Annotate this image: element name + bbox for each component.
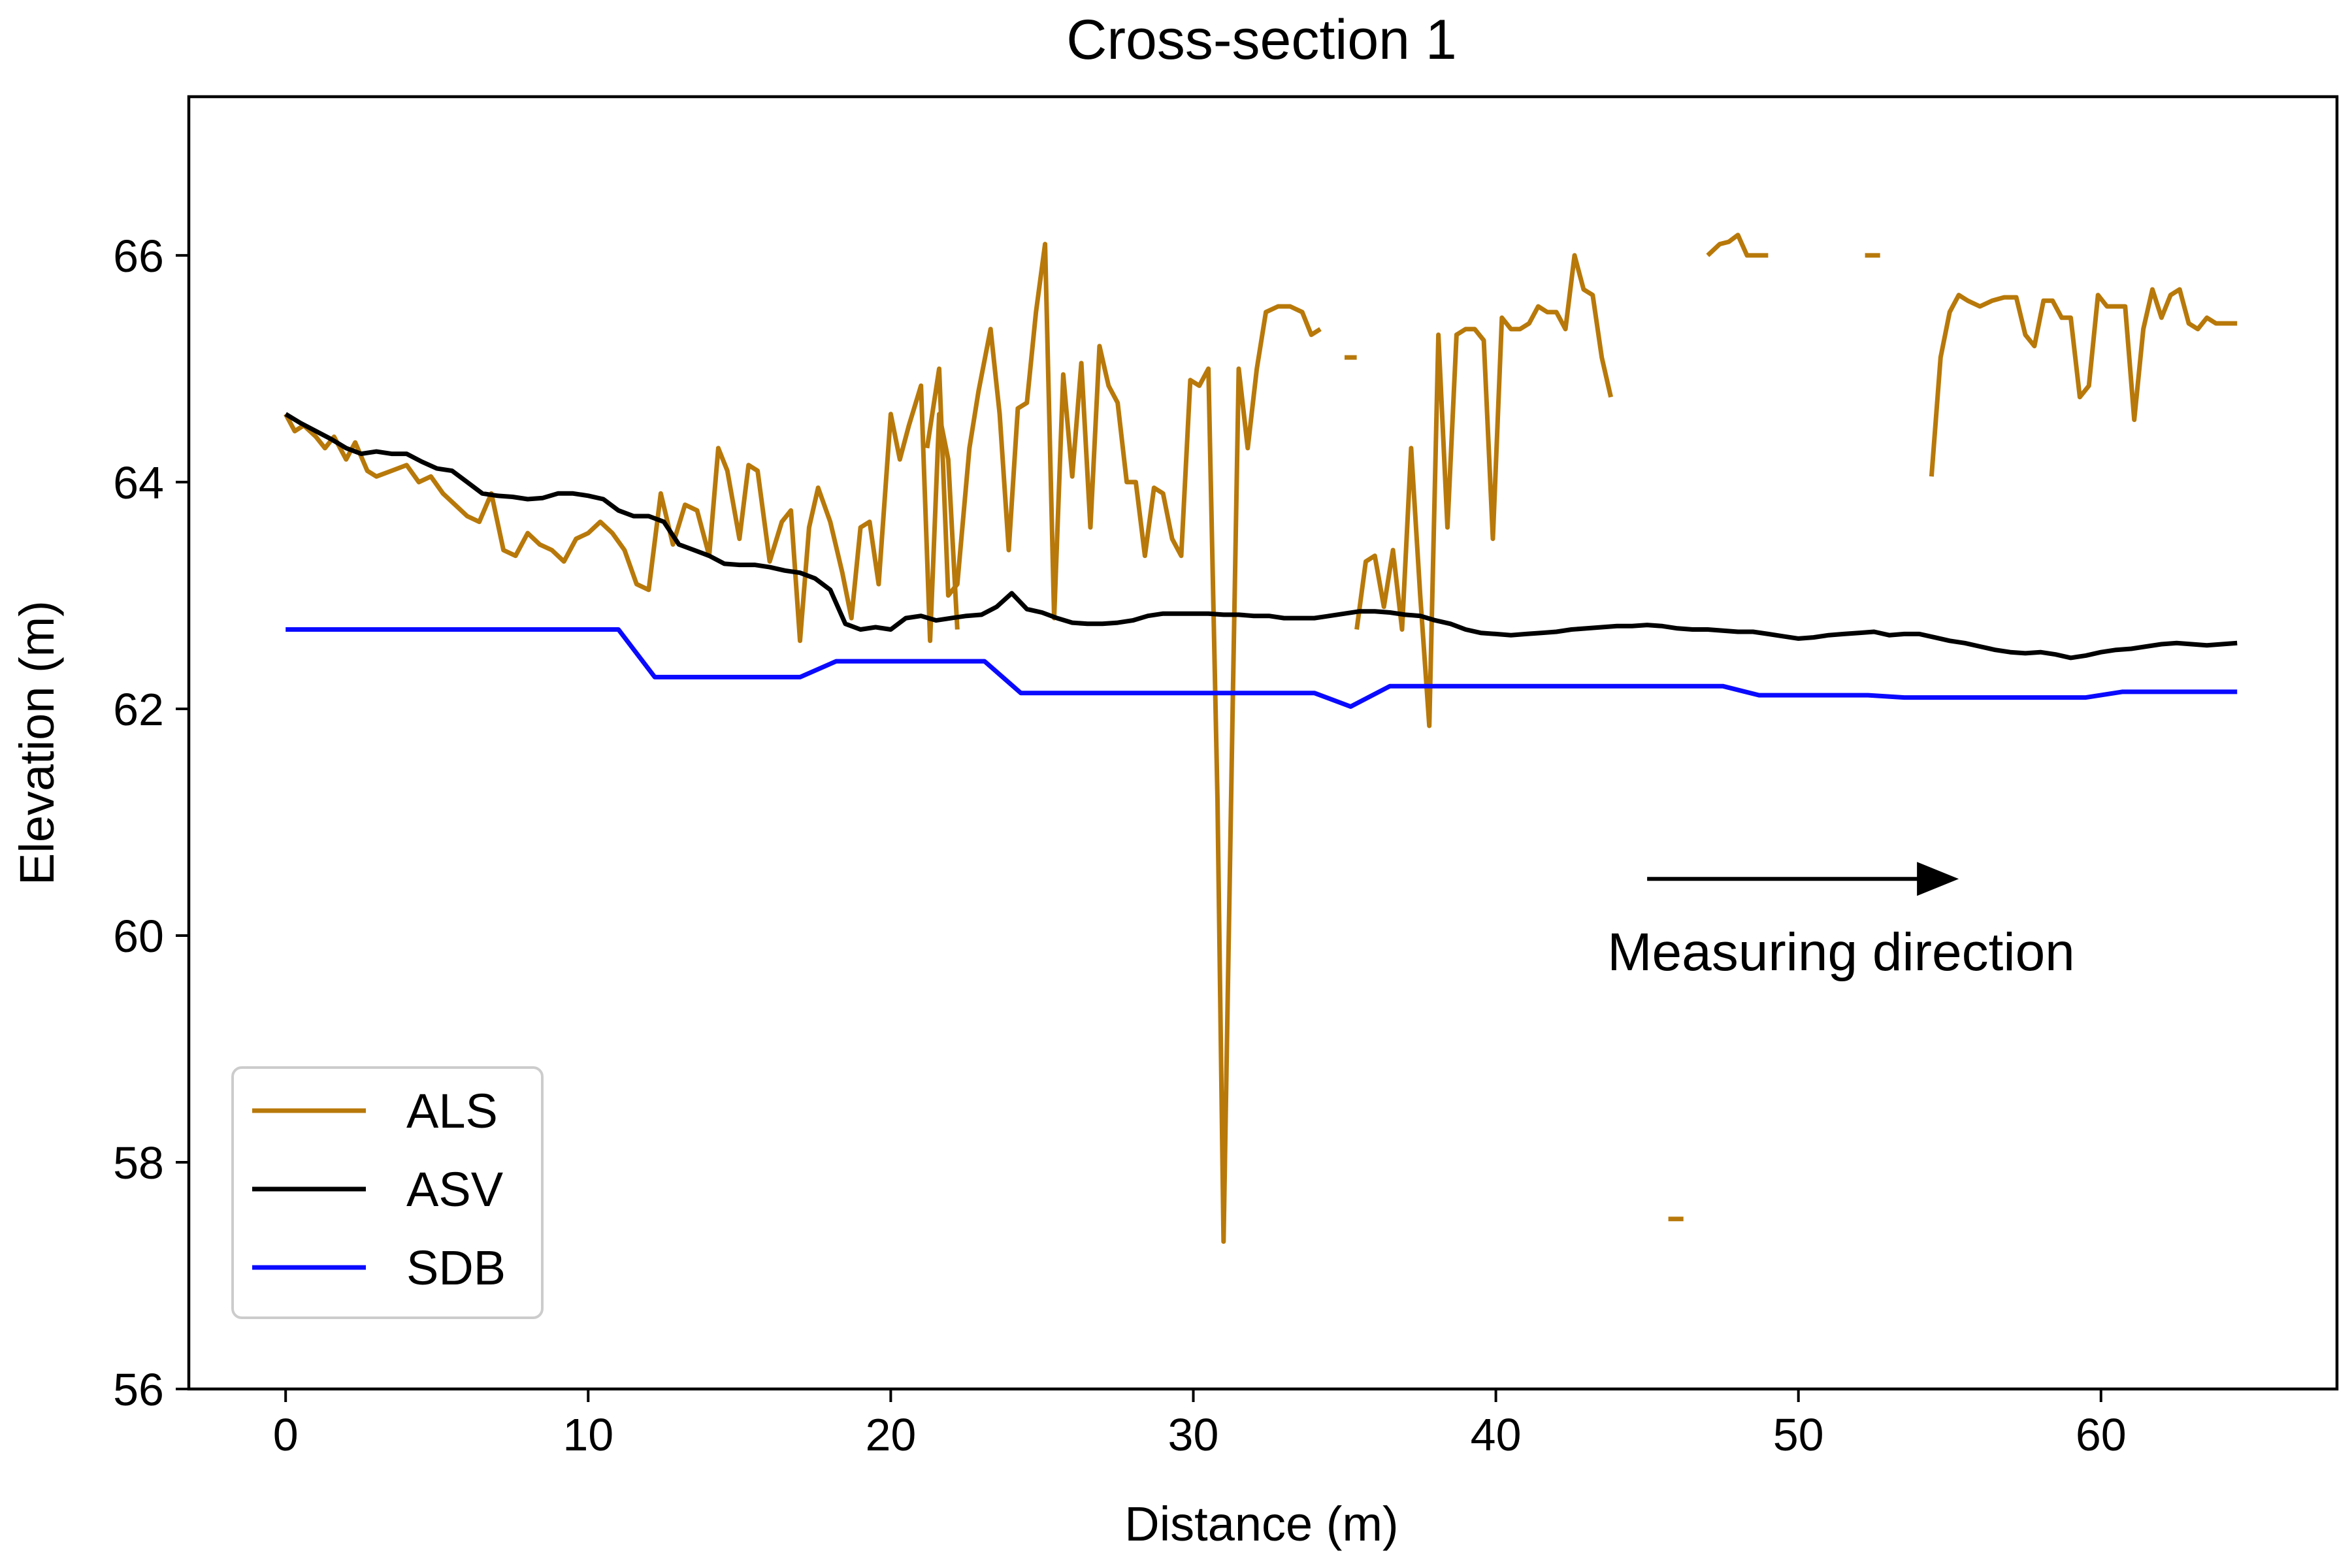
y-tick-label: 66 bbox=[113, 231, 164, 282]
x-axis: 0 10 20 30 40 50 60 bbox=[273, 1389, 2127, 1460]
series-asv-line-0 bbox=[284, 412, 2238, 661]
x-tick-label: 60 bbox=[2076, 1409, 2127, 1460]
series-sdb-line-0 bbox=[286, 627, 2238, 709]
x-tick-label: 20 bbox=[865, 1409, 916, 1460]
legend-items: ALS ASV SDB bbox=[252, 1084, 506, 1295]
series-asv bbox=[284, 412, 2238, 661]
x-tick-label: 0 bbox=[273, 1409, 299, 1460]
series-als bbox=[284, 233, 2238, 1244]
y-tick-label: 62 bbox=[113, 684, 164, 735]
series-als-line-0 bbox=[284, 383, 960, 644]
y-tick-label: 58 bbox=[113, 1137, 164, 1188]
y-tick-label: 56 bbox=[113, 1364, 164, 1415]
legend-label-als: ALS bbox=[406, 1084, 498, 1138]
x-tick-label: 40 bbox=[1471, 1409, 1522, 1460]
measuring-direction-annotation: Measuring direction bbox=[1607, 862, 2075, 982]
series-layer bbox=[284, 233, 2238, 1244]
legend-label-asv: ASV bbox=[406, 1162, 504, 1217]
y-tick-label: 64 bbox=[113, 457, 164, 508]
series-als-line-4 bbox=[1706, 233, 1769, 258]
y-axis-label: Elevation (m) bbox=[10, 600, 64, 885]
legend: ALS ASV SDB bbox=[231, 1066, 544, 1319]
legend-label-sdb: SDB bbox=[406, 1241, 506, 1295]
series-als-line-3 bbox=[1354, 253, 1614, 728]
series-als-line-6 bbox=[1929, 287, 2238, 477]
direction-label: Measuring direction bbox=[1607, 923, 2075, 982]
series-als-line-1 bbox=[924, 242, 1322, 1244]
legend-box bbox=[231, 1066, 544, 1319]
chart-title: Cross-section 1 bbox=[1066, 8, 1456, 71]
x-axis-label: Distance (m) bbox=[1124, 1497, 1398, 1551]
x-tick-label: 50 bbox=[1773, 1409, 1824, 1460]
y-axis: 56 58 60 62 64 66 bbox=[113, 231, 189, 1415]
direction-arrow-head-icon bbox=[1917, 862, 1959, 896]
x-tick-label: 10 bbox=[563, 1409, 613, 1460]
series-sdb bbox=[286, 627, 2238, 709]
y-tick-label: 60 bbox=[113, 911, 164, 962]
plot-frame bbox=[187, 95, 2339, 1391]
x-tick-label: 30 bbox=[1168, 1409, 1219, 1460]
